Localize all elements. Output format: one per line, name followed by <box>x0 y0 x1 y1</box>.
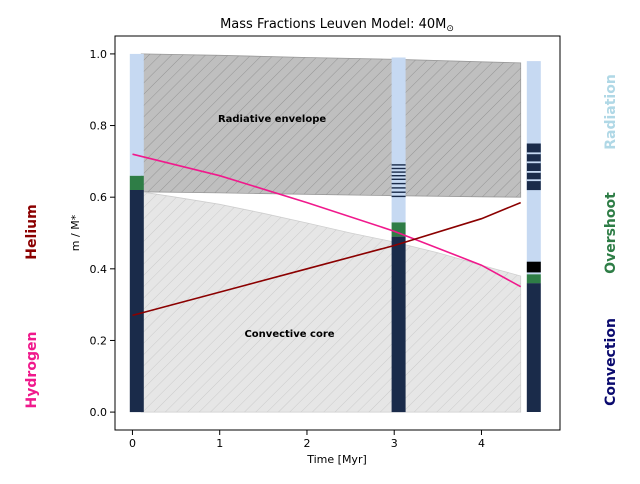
y-tick-label: 0.8 <box>90 120 108 133</box>
y-tick-label: 0.2 <box>90 334 108 347</box>
column-1-segment-convection <box>391 175 406 177</box>
regions-layer <box>140 53 522 413</box>
column-0-segment-radiation <box>129 53 144 176</box>
column-1-segment-convection <box>391 236 406 413</box>
sun-symbol: ⊙ <box>446 24 454 34</box>
column-0-segment-overshoot <box>129 175 144 190</box>
column-2-segment-overshoot <box>526 274 541 284</box>
lines-layer <box>132 153 522 317</box>
column-1-segment-radiation <box>391 57 406 223</box>
column-1-segment-convection <box>391 182 406 185</box>
column-2-segment-radiation <box>526 161 541 164</box>
column-1-segment-convection <box>391 171 406 173</box>
column-1-segment-overshoot <box>391 222 406 237</box>
convective-core-hatch <box>141 191 521 413</box>
column-1-segment-convection <box>391 164 406 166</box>
y-axis-label: m / M* <box>69 214 82 251</box>
x-tick-label: 0 <box>129 437 136 450</box>
column-1-segment-convection <box>391 187 406 189</box>
helium-line <box>132 201 522 317</box>
legend-helium: Helium <box>24 204 40 259</box>
legend-radiation: Radiation <box>603 74 619 150</box>
column-2-segment-radiation <box>526 171 541 173</box>
legend-convection: Convection <box>603 318 619 406</box>
x-axis-ticks: 0 1 2 3 4 <box>129 430 485 450</box>
convective-core-label: Convective core <box>244 329 334 340</box>
y-axis-ticks: 0.0 0.2 0.4 0.6 0.8 1.0 <box>90 48 115 419</box>
legend-hydrogen: Hydrogen <box>24 332 40 409</box>
y-tick-label: 1.0 <box>90 48 108 61</box>
x-tick-label: 2 <box>303 437 310 450</box>
column-1-segment-convection <box>391 167 406 170</box>
radiative-envelope-hatch <box>141 53 521 198</box>
column-2-segment-radiation <box>526 179 541 182</box>
column-1-segment-convection <box>391 191 406 193</box>
column-2-segment-black <box>526 261 541 273</box>
legend-overshoot: Overshoot <box>603 192 619 274</box>
column-1-segment-convection <box>391 178 406 180</box>
y-tick-label: 0.6 <box>90 191 108 204</box>
x-tick-label: 3 <box>391 437 398 450</box>
columns-layer <box>129 53 541 413</box>
column-2-segment-convection <box>526 283 541 412</box>
column-2-segment-radiation <box>526 152 541 155</box>
region-labels-layer: Radiative envelope Convective core <box>218 114 335 340</box>
chart-title: Mass Fractions Leuven Model: 40M⊙ <box>220 17 454 34</box>
x-tick-label: 1 <box>216 437 223 450</box>
column-0-segment-convection <box>129 190 144 413</box>
column-2-segment-convection <box>526 143 541 191</box>
x-axis-label: Time [Myr] <box>306 453 367 466</box>
hydrogen-line <box>132 153 522 288</box>
side-legend: Helium Hydrogen Radiation Overshoot Convecti… <box>24 74 619 408</box>
plot-frame <box>114 35 561 431</box>
x-tick-label: 4 <box>478 437 485 450</box>
column-1-segment-convection <box>391 195 406 198</box>
radiative-envelope-label: Radiative envelope <box>218 114 326 125</box>
y-tick-label: 0.4 <box>90 263 108 276</box>
y-tick-label: 0.0 <box>90 406 108 419</box>
